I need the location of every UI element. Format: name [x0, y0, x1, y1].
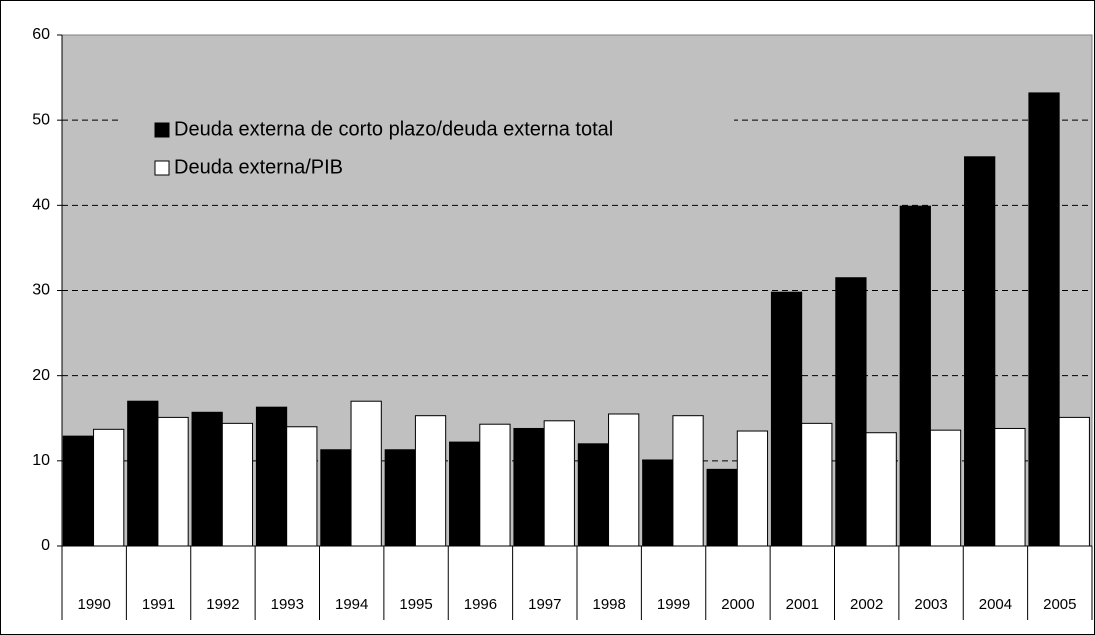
bar — [577, 443, 610, 547]
x-tick-label: 1994 — [335, 596, 368, 613]
legend-swatch — [154, 160, 170, 176]
x-tick-label: 2000 — [721, 596, 754, 613]
bar — [479, 423, 511, 547]
x-tick-label: 1997 — [528, 596, 561, 613]
bar — [93, 428, 125, 547]
bar — [384, 449, 416, 547]
bar — [350, 400, 382, 547]
legend-box — [122, 108, 734, 188]
bar — [642, 459, 674, 547]
x-tick-label: 1995 — [399, 596, 432, 613]
x-tick-label: 1990 — [78, 596, 111, 613]
bar — [449, 441, 481, 547]
bar — [255, 406, 288, 547]
x-tick-label: 2004 — [979, 596, 1012, 613]
bar — [865, 432, 897, 547]
legend-label: Deuda externa de corto plazo/deuda exter… — [174, 118, 613, 140]
y-tick-label: 20 — [32, 367, 50, 384]
bar — [929, 429, 962, 547]
bar — [62, 435, 95, 547]
bar — [286, 426, 318, 547]
bar — [736, 430, 769, 547]
y-tick-label: 0 — [41, 537, 50, 554]
bar — [706, 468, 738, 547]
bar — [320, 449, 352, 547]
x-tick-label: 2001 — [786, 596, 819, 613]
x-tick-label: 1998 — [593, 596, 626, 613]
bar — [801, 422, 833, 547]
y-tick-label: 10 — [32, 452, 50, 469]
x-tick-label: 1992 — [206, 596, 239, 613]
x-tick-label: 1996 — [464, 596, 497, 613]
y-tick-label: 30 — [32, 282, 50, 299]
bar — [1058, 416, 1090, 547]
bar — [672, 415, 704, 547]
legend-label: Deuda externa/PIB — [174, 156, 343, 178]
bar — [1028, 92, 1060, 547]
y-tick-label: 40 — [32, 197, 50, 214]
legend-swatch — [154, 122, 170, 138]
bar — [835, 277, 867, 547]
y-tick-label: 50 — [32, 111, 50, 128]
bar — [157, 416, 189, 547]
x-tick-label: 2003 — [914, 596, 947, 613]
x-tick-label: 1993 — [271, 596, 304, 613]
x-tick-label: 2002 — [850, 596, 883, 613]
x-tick-label: 1991 — [142, 596, 175, 613]
bar — [221, 422, 254, 547]
bar — [127, 400, 159, 547]
bar — [964, 156, 996, 547]
bar — [543, 420, 575, 547]
x-tick-label: 2005 — [1043, 596, 1076, 613]
bar — [414, 415, 447, 547]
x-tick-label: 1999 — [657, 596, 690, 613]
bar — [191, 411, 223, 547]
bar — [994, 427, 1026, 547]
bar — [513, 427, 545, 547]
bar — [770, 291, 803, 547]
bar — [899, 205, 931, 547]
y-tick-label: 60 — [32, 26, 50, 43]
bar — [608, 413, 640, 547]
